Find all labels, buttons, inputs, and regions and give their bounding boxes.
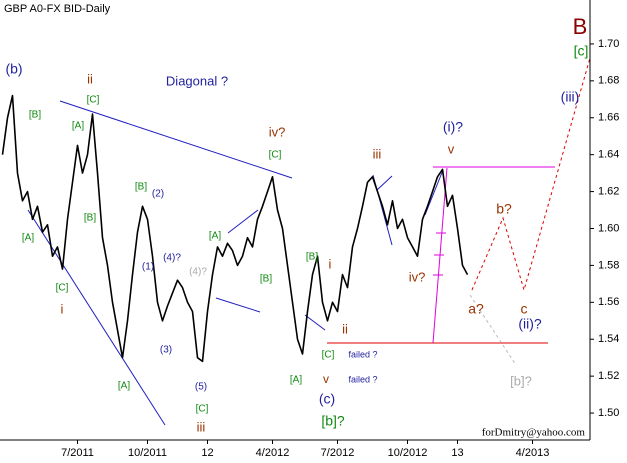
y-tick-label: 1.70 [598, 38, 619, 50]
wave-label: Diagonal ? [166, 73, 228, 88]
wave-label: (iii) [561, 89, 580, 105]
projection [469, 294, 517, 366]
wave-label: (b) [5, 61, 22, 77]
wave-label: (1) [142, 262, 154, 273]
wave-label: iv? [269, 124, 286, 139]
trend-line [59, 100, 293, 179]
wave-label: (i)? [443, 119, 463, 135]
wave-label: iii [373, 146, 382, 161]
wave-label: a? [468, 301, 484, 317]
wave-label: (c) [319, 391, 335, 407]
y-tick-label: 1.52 [598, 370, 619, 382]
y-tick-label: 1.50 [598, 407, 619, 419]
wave-label: failed ? [348, 349, 377, 359]
x-tick-label: 4/2012 [256, 447, 290, 459]
y-tick-label: 1.68 [598, 75, 619, 87]
wave-label: (5) [195, 382, 207, 393]
wave-label: [B] [29, 110, 41, 121]
trend-line [376, 175, 393, 191]
wave-label: ii [87, 71, 93, 86]
wave-label: (3) [160, 345, 172, 356]
wave-label: [B] [135, 182, 147, 193]
x-tick-label: 4/2013 [516, 447, 550, 459]
wave-label: iii [197, 419, 206, 434]
trend-line [215, 297, 261, 313]
y-tick-label: 1.64 [598, 149, 619, 161]
wave-label: i [61, 301, 64, 316]
wave-label: [C] [56, 283, 69, 294]
y-tick-label: 1.54 [598, 333, 619, 345]
wave-label: [A] [290, 375, 302, 386]
price-line [1, 94, 469, 363]
wave-label: B [573, 14, 588, 39]
wave-label: ii [342, 321, 348, 336]
y-tick-label: 1.58 [598, 259, 619, 271]
wave-label: [A] [72, 121, 84, 132]
y-tick-label: 1.62 [598, 185, 619, 197]
wave-label: [B] [84, 213, 96, 224]
x-tick-label: 12 [201, 447, 213, 459]
wave-label: v [448, 141, 455, 156]
wave-label: c [521, 301, 528, 317]
trend-line [304, 314, 326, 331]
wave-label: [A] [22, 233, 34, 244]
y-tick-label: 1.60 [598, 222, 619, 234]
wave-label: [C] [87, 95, 100, 106]
projection [471, 57, 591, 292]
wave-label: (4)? [163, 253, 181, 264]
wave-label: [A] [118, 381, 130, 392]
wave-label: b? [496, 201, 512, 217]
wave-label: (ii)? [518, 316, 542, 332]
wave-label: failed ? [348, 374, 377, 384]
x-tick-label: 7/2012 [321, 447, 355, 459]
trend-line [424, 169, 444, 216]
wave-label: iv? [409, 269, 426, 284]
wave-label: [b]? [510, 373, 532, 388]
wave-label: i [329, 256, 332, 271]
y-tick-label: 1.66 [598, 112, 619, 124]
wave-label: (4)? [189, 267, 207, 278]
wave-label: (2) [152, 189, 164, 200]
trend-line [227, 209, 259, 234]
x-tick-label: 10/2011 [128, 447, 167, 459]
watermark: forDmitry@yahoo.com [482, 427, 586, 439]
wave-label: [c] [574, 43, 589, 59]
wave-label: v [323, 372, 329, 386]
wave-label: [C] [322, 350, 335, 361]
x-tick-label: 13 [451, 447, 463, 459]
wave-label: [A] [209, 231, 221, 242]
y-tick-label: 1.56 [598, 296, 619, 308]
wave-label: [b]? [321, 413, 345, 429]
chart-title: GBP A0-FX BID-Daily [4, 3, 111, 15]
wave-label: [C] [269, 150, 282, 161]
wave-label: [B] [306, 252, 318, 263]
x-tick-label: 10/2012 [388, 447, 428, 459]
wave-label: [C] [196, 404, 209, 415]
wave-label: [B] [260, 274, 272, 285]
x-tick-label: 7/2011 [61, 447, 94, 459]
